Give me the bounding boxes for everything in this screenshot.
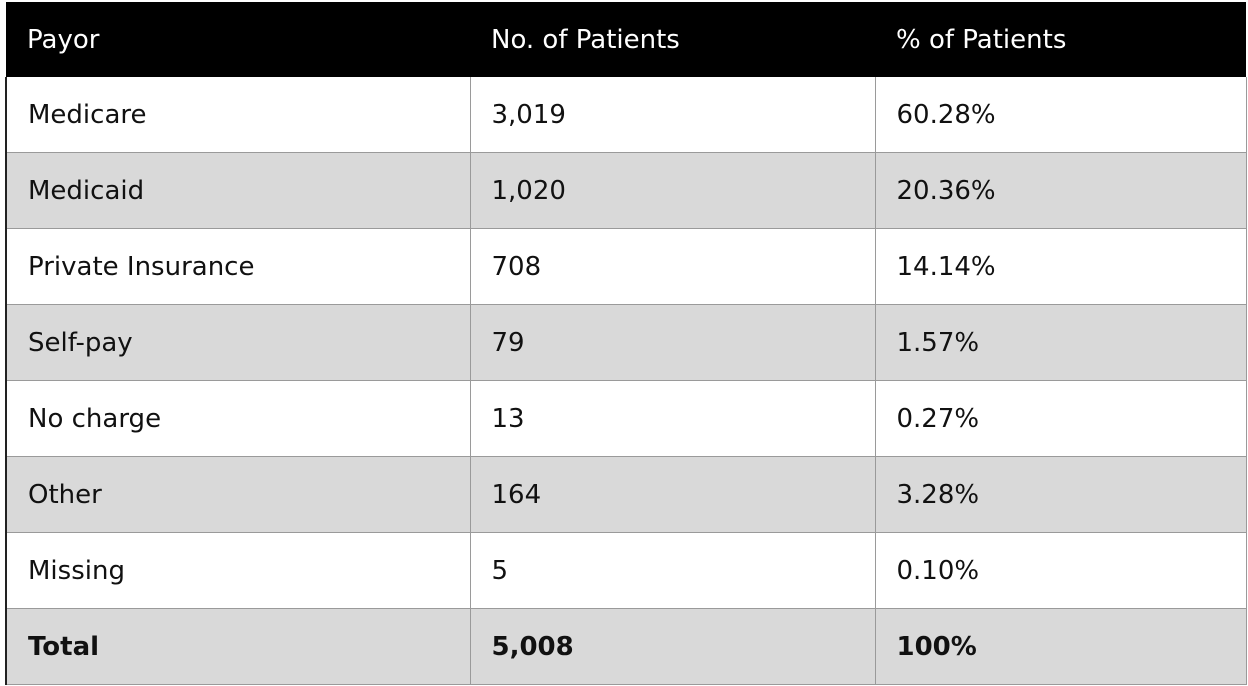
payor-table: Payor No. of Patients % of Patients Medi…	[5, 2, 1247, 685]
cell-payor: Self-pay	[5, 304, 470, 381]
total-percent: 100%	[874, 608, 1247, 685]
header-patient-percent: % of Patients	[875, 2, 1246, 77]
header-payor: Payor	[6, 2, 470, 77]
table-row: Medicare 3,019 60.28%	[5, 77, 1247, 153]
cell-payor: Other	[5, 456, 470, 533]
table-row: Other 164 3.28%	[5, 456, 1247, 533]
table-row: No charge 13 0.27%	[5, 380, 1247, 457]
cell-count: 79	[469, 304, 875, 381]
header-patient-count: No. of Patients	[470, 2, 875, 77]
cell-percent: 3.28%	[874, 456, 1247, 533]
cell-payor: No charge	[5, 380, 470, 457]
table-row: Missing 5 0.10%	[5, 532, 1247, 609]
cell-percent: 20.36%	[874, 152, 1247, 229]
table-row: Private Insurance 708 14.14%	[5, 228, 1247, 305]
cell-payor: Private Insurance	[5, 228, 470, 305]
total-label: Total	[5, 608, 470, 685]
cell-percent: 60.28%	[874, 77, 1247, 153]
cell-count: 708	[469, 228, 875, 305]
total-row: Total 5,008 100%	[5, 608, 1247, 685]
table-row: Medicaid 1,020 20.36%	[5, 152, 1247, 229]
cell-percent: 14.14%	[874, 228, 1247, 305]
cell-percent: 0.27%	[874, 380, 1247, 457]
cell-percent: 0.10%	[874, 532, 1247, 609]
cell-payor: Medicaid	[5, 152, 470, 229]
cell-count: 1,020	[469, 152, 875, 229]
payor-table-container: Payor No. of Patients % of Patients Medi…	[5, 2, 1247, 685]
total-count: 5,008	[469, 608, 875, 685]
cell-percent: 1.57%	[874, 304, 1247, 381]
table-row: Self-pay 79 1.57%	[5, 304, 1247, 381]
cell-payor: Missing	[5, 532, 470, 609]
cell-count: 13	[469, 380, 875, 457]
cell-count: 3,019	[469, 77, 875, 153]
header-row: Payor No. of Patients % of Patients	[6, 2, 1246, 77]
cell-count: 164	[469, 456, 875, 533]
cell-count: 5	[469, 532, 875, 609]
cell-payor: Medicare	[5, 77, 470, 153]
